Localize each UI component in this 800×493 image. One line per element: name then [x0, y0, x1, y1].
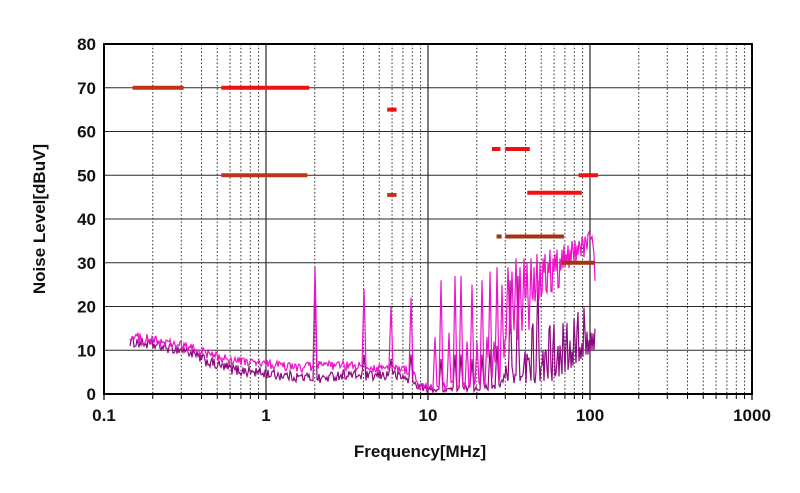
y-tick-label: 60	[77, 123, 96, 142]
x-tick-label: 10	[419, 406, 438, 425]
y-axis-title: Noise Level[dBuV]	[30, 143, 49, 295]
v-minor-gridlines	[152, 44, 746, 394]
noise-trace-bright	[129, 230, 596, 392]
y-tick-label: 20	[77, 298, 96, 317]
y-tick-label: 50	[77, 166, 96, 185]
y-tick-label: 10	[77, 341, 96, 360]
y-tick-labels: 0 10 20 30 40 50 60 70 80	[77, 35, 96, 404]
x-tick-label: 1	[261, 406, 270, 425]
x-axis-title: Frequency[MHz]	[353, 442, 487, 461]
x-tick-label: 100	[576, 406, 604, 425]
x-tick-label: 1000	[733, 406, 771, 425]
y-tick-label: 70	[77, 79, 96, 98]
y-tick-label: 30	[77, 254, 96, 273]
x-tick-label: 0.1	[92, 406, 116, 425]
plot-border	[103, 43, 753, 395]
v-major-gridlines	[265, 44, 591, 394]
y-tick-label: 0	[87, 385, 96, 404]
x-tick-labels: 0.1 1 10 100 1000	[92, 406, 771, 425]
limit-lines-group	[132, 85, 598, 265]
y-tick-label: 40	[77, 210, 96, 229]
y-tick-label: 80	[77, 35, 96, 54]
